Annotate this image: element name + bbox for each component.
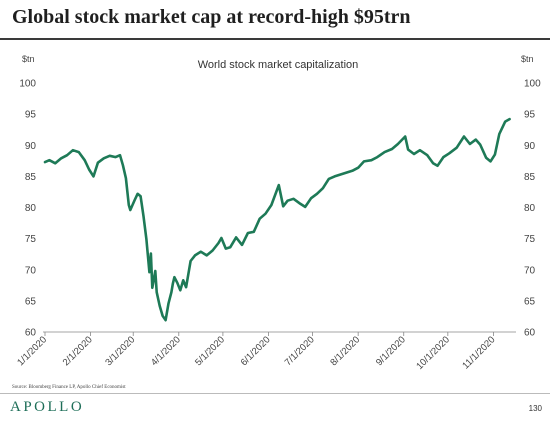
y-tick-label-right: 65: [524, 296, 536, 307]
chart-title: Global stock market cap at record-high $…: [12, 6, 411, 28]
y-tick-label-right: 85: [524, 172, 536, 183]
y-tick-label-left: 75: [25, 234, 37, 245]
series-line: [43, 117, 511, 322]
y-tick-label-right: 70: [524, 265, 536, 276]
y-tick-label-left: 90: [25, 141, 37, 152]
y-tick-label-left: 60: [25, 328, 37, 339]
y-tick-label-right: 75: [524, 234, 536, 245]
y-tick-label-left: 85: [25, 172, 37, 183]
x-tick-label: 4/1/2020: [149, 334, 183, 368]
x-tick-label: 6/1/2020: [239, 334, 273, 368]
x-tick-label: 7/1/2020: [283, 334, 317, 368]
y-axis-right: 100 95 90 85 80 75 70 65 60: [524, 79, 541, 339]
y-tick-label-left: 100: [19, 79, 36, 90]
y-tick-label-left: 80: [25, 203, 37, 214]
y-axis-unit-right: $tn: [521, 54, 534, 64]
y-tick-label-left: 70: [25, 265, 37, 276]
apollo-logo: APOLLO: [10, 399, 85, 415]
x-tick-label: 2/1/2020: [61, 334, 95, 368]
y-tick-label-right: 90: [524, 141, 536, 152]
x-tick-label: 3/1/2020: [103, 334, 137, 368]
x-tick-label: 5/1/2020: [193, 334, 227, 368]
y-tick-label-right: 95: [524, 110, 536, 121]
chart-subtitle: World stock market capitalization: [198, 59, 359, 71]
y-tick-label-right: 60: [524, 328, 536, 339]
y-tick-label-left: 65: [25, 296, 37, 307]
x-tick-label: 10/1/2020: [414, 334, 452, 372]
x-tick-label: 1/1/2020: [15, 334, 49, 368]
y-tick-label-right: 100: [524, 79, 541, 90]
y-tick-label-right: 80: [524, 203, 536, 214]
footer-divider: [0, 393, 550, 394]
x-tick-label: 9/1/2020: [374, 334, 408, 368]
title-divider: [0, 38, 550, 40]
x-axis: 1/1/2020 2/1/2020 3/1/2020 4/1/2020 5/1/2020…: [15, 332, 498, 372]
y-axis-left: 100 95 90 85 80 75 70 65 60: [19, 79, 36, 339]
source-note: Source: Bloomberg Finance LP, Apollo Chi…: [12, 385, 126, 390]
x-tick-label: 11/1/2020: [460, 334, 497, 371]
x-tick-label: 8/1/2020: [328, 334, 362, 368]
page-number: 130: [528, 404, 542, 413]
y-axis-unit-left: $tn: [22, 54, 35, 64]
y-tick-label-left: 95: [25, 110, 37, 121]
line-chart: World stock market capitalization $tn $t…: [15, 54, 541, 372]
